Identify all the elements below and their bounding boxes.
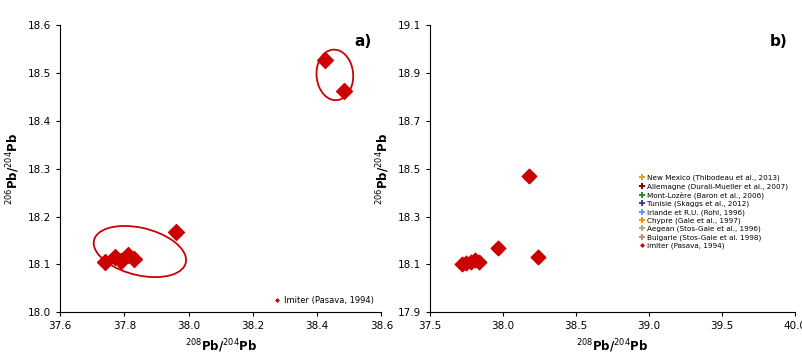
Point [492, 245, 504, 251]
Point [121, 252, 134, 258]
Legend: New Mexico (Thibodeau et al., 2013), Allemagne (Durali-Mueller et al., 2007), Mo: New Mexico (Thibodeau et al., 2013), All… [636, 172, 791, 252]
Point [169, 229, 182, 235]
Point [318, 57, 331, 62]
Point [472, 259, 485, 265]
X-axis label: $^{208}$Pb/$^{204}$Pb: $^{208}$Pb/$^{204}$Pb [184, 337, 257, 355]
Y-axis label: $^{206}$Pb/$^{204}$Pb: $^{206}$Pb/$^{204}$Pb [374, 132, 391, 205]
Point [522, 173, 535, 179]
X-axis label: $^{208}$Pb/$^{204}$Pb: $^{208}$Pb/$^{204}$Pb [576, 337, 647, 355]
Point [464, 259, 476, 265]
Point [338, 88, 350, 94]
Point [459, 260, 472, 266]
Point [99, 259, 111, 265]
Point [531, 255, 544, 260]
Text: b): b) [769, 34, 787, 49]
Point [115, 258, 128, 264]
Point [108, 255, 121, 260]
Text: a): a) [354, 34, 371, 49]
Point [455, 262, 468, 267]
Legend: Imiter (Pasava, 1994): Imiter (Pasava, 1994) [270, 293, 377, 308]
Point [128, 256, 140, 262]
Y-axis label: $^{206}$Pb/$^{204}$Pb: $^{206}$Pb/$^{204}$Pb [5, 132, 22, 205]
Point [468, 257, 480, 263]
